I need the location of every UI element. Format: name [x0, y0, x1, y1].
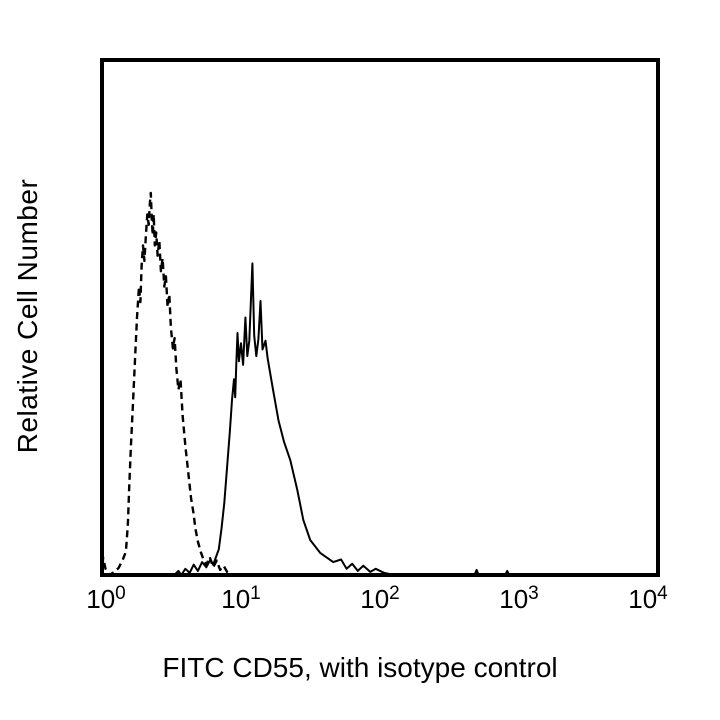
x-tick-label-10e1: 101	[221, 583, 261, 614]
plot-frame	[100, 58, 660, 577]
y-axis-label: Relative Cell Number	[12, 178, 43, 454]
fitc-cd55-curve	[173, 262, 658, 576]
x-axis-label: FITC CD55, with isotype control	[162, 652, 558, 683]
x-tick-label-10e2: 102	[360, 583, 400, 614]
x-tick-label-10e0: 100	[86, 583, 126, 614]
isotype-control-curve	[100, 191, 234, 577]
x-tick-label-10e4: 104	[628, 583, 668, 614]
x-tick-label-10e3: 103	[499, 583, 539, 614]
